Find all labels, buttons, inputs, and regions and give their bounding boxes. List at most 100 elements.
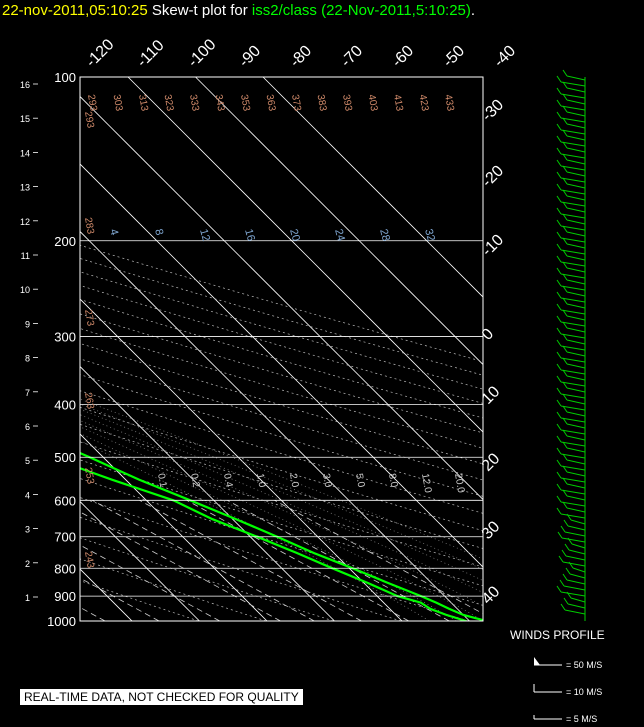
wind-barb <box>566 327 586 333</box>
wind-barb <box>561 537 586 543</box>
temp-top-label: -100 <box>185 36 220 71</box>
moist-adiabat-label: 20 <box>287 228 302 243</box>
theta-label: 353 <box>238 94 252 113</box>
temp-top-label: -120 <box>83 36 118 71</box>
mixing-ratio-line <box>80 544 220 621</box>
wind-barb <box>560 453 586 459</box>
height-tick-label: 6 <box>25 422 30 432</box>
wind-barb <box>564 531 586 537</box>
wind-barb <box>560 213 586 219</box>
wind-barb <box>560 141 586 147</box>
wind-barb <box>567 525 586 531</box>
wind-barb <box>566 279 586 285</box>
wind-barb <box>560 405 586 411</box>
wind-barb <box>560 261 586 267</box>
wind-barb <box>560 117 586 123</box>
pressure-tick-label: 300 <box>54 330 76 345</box>
wind-barb <box>562 105 568 113</box>
wind-barb <box>562 405 568 413</box>
wind-legend-10: = 10 M/S <box>566 687 603 697</box>
wind-barb <box>560 369 586 375</box>
dry-adiabat <box>80 537 334 621</box>
wind-barb <box>556 399 562 407</box>
wind-barb <box>556 183 562 191</box>
wind-barb <box>556 195 562 203</box>
mixing-ratio-label: 5.0 <box>353 473 366 489</box>
pressure-tick-label: 200 <box>54 234 76 249</box>
height-tick-label: 3 <box>25 525 30 535</box>
wind-barb <box>560 429 586 435</box>
wind-barb <box>572 567 586 573</box>
wind-barb <box>556 423 562 431</box>
dry-adiabat <box>80 258 483 376</box>
wind-barb <box>560 441 586 447</box>
wind-barb <box>560 345 586 351</box>
wind-barb <box>556 339 562 347</box>
theta-label: 373 <box>289 94 303 113</box>
wind-barb <box>571 543 586 549</box>
mixing-ratio-label: 8.0 <box>386 473 399 489</box>
wind-legend-flag <box>534 657 540 665</box>
wind-barb <box>556 303 562 311</box>
wind-barb <box>565 555 586 561</box>
mixing-ratio-line <box>80 511 281 621</box>
moist-adiabat <box>80 420 483 607</box>
wind-barb <box>568 561 574 569</box>
wind-barb <box>560 177 586 183</box>
wind-barb <box>560 525 566 533</box>
theta-label: 323 <box>162 94 176 113</box>
wind-barb <box>563 597 569 605</box>
wind-barb <box>566 315 586 321</box>
wind-barb <box>560 417 586 423</box>
wind-barb <box>570 597 586 603</box>
moist-adiabat-label: 16 <box>242 228 257 243</box>
moist-adiabat-label: 8 <box>152 228 165 237</box>
wind-barb <box>560 603 566 611</box>
wind-barb <box>560 285 586 291</box>
height-tick-label: 8 <box>25 354 30 364</box>
wind-barb <box>569 573 586 579</box>
wind-barb <box>556 255 562 263</box>
wind-barb <box>556 411 562 419</box>
isotherm-line <box>80 95 483 501</box>
wind-barb <box>560 333 586 339</box>
theta-label: 403 <box>366 94 380 113</box>
pressure-tick-label: 1000 <box>47 614 76 629</box>
wind-barb <box>562 297 568 305</box>
pressure-tick-label: 100 <box>54 70 76 85</box>
height-tick-label: 15 <box>20 114 30 124</box>
moist-adiabat-label: 24 <box>332 228 347 243</box>
wind-barb <box>566 183 586 189</box>
wind-barb <box>556 387 562 395</box>
theta-label: 293 <box>82 111 96 130</box>
pressure-tick-label: 800 <box>54 561 76 576</box>
wind-barb <box>560 105 586 111</box>
theta-label: 343 <box>213 94 227 113</box>
quality-warning-banner: REAL-TIME DATA, NOT CHECKED FOR QUALITY <box>20 689 303 705</box>
isotherm-line <box>80 500 200 621</box>
wind-barb <box>560 465 586 471</box>
wind-barb <box>560 393 586 399</box>
wind-barb <box>566 87 586 93</box>
moist-adiabat-label: 28 <box>377 228 392 243</box>
wind-barb <box>562 441 568 449</box>
temp-top-label: -40 <box>491 42 519 70</box>
wind-barb <box>566 507 586 513</box>
pressure-tick-label: 900 <box>54 589 76 604</box>
wind-barb <box>566 147 586 153</box>
wind-barb <box>562 213 568 221</box>
wind-barb <box>566 435 586 441</box>
wind-barb <box>560 489 586 495</box>
wind-barb <box>563 585 586 591</box>
wind-barb <box>566 99 586 105</box>
height-tick-label: 2 <box>25 559 30 569</box>
height-tick-label: 11 <box>21 251 30 261</box>
mixing-ratio-label: 12.0 <box>419 473 433 495</box>
height-tick-label: 7 <box>25 388 30 398</box>
isotherm-line <box>80 163 483 568</box>
pressure-tick-label: 400 <box>54 398 76 413</box>
wind-barb <box>564 609 586 615</box>
isotherm-line <box>80 230 470 621</box>
wind-barb <box>560 591 586 597</box>
wind-barb <box>562 177 568 185</box>
